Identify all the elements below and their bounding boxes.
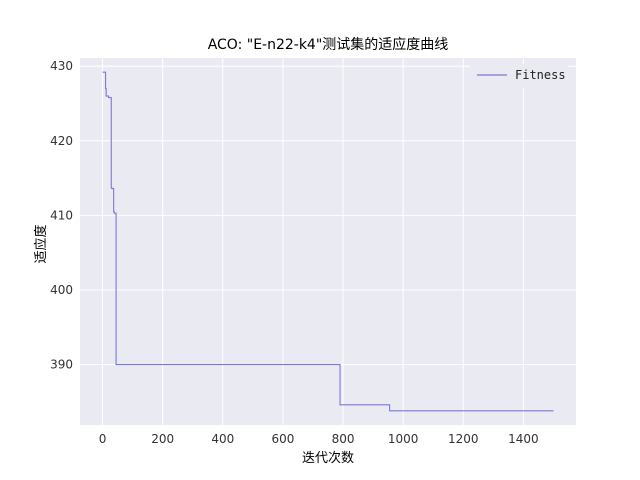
y-tick-label: 400 (50, 283, 73, 297)
plot-area (80, 58, 576, 425)
x-tick-label: 1200 (448, 432, 479, 446)
y-tick-label: 430 (50, 59, 73, 73)
x-tick-label: 200 (151, 432, 174, 446)
legend-box (470, 64, 568, 88)
y-tick-label: 410 (50, 208, 73, 222)
series-layer (102, 71, 554, 412)
chart-title: ACO: "E-n22-k4"测试集的适应度曲线 (208, 36, 449, 53)
y-tick-label: 390 (50, 358, 73, 372)
y-tick-label: 420 (50, 134, 73, 148)
x-tick-label: 400 (211, 432, 234, 446)
x-axis-label: 迭代次数 (302, 450, 354, 466)
tick-labels: 0 200 400 600 800 1000 1200 1400 390 400 410 420 430 (50, 59, 539, 446)
x-tick-label: 600 (271, 432, 294, 446)
x-tick-label: 1000 (388, 432, 419, 446)
x-tick-label: 0 (99, 432, 107, 446)
legend: Fitness (470, 64, 568, 88)
fitness-series-line (102, 71, 554, 412)
y-axis-label: 适应度 (33, 224, 49, 263)
x-tick-label: 1400 (508, 432, 539, 446)
legend-label: Fitness (515, 68, 566, 82)
x-tick-label: 800 (332, 432, 355, 446)
